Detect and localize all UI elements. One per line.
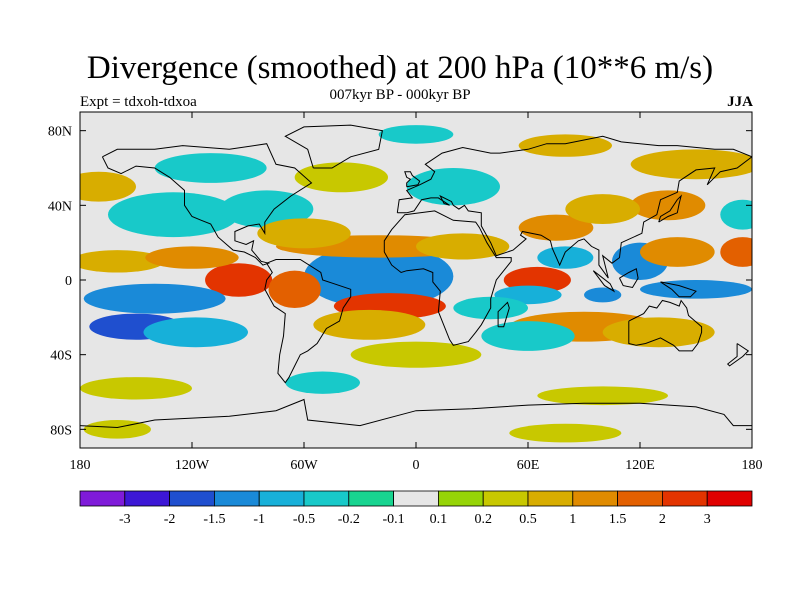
colorbar-label-8: 0.2 <box>474 512 492 527</box>
x-tick-label-1: 120W <box>175 458 210 473</box>
plot-subtitle: 007kyr BP - 000kyr BP <box>329 87 471 103</box>
coastline-south-america <box>264 259 352 384</box>
season-label: JJA <box>727 94 753 110</box>
coastline-borneo <box>619 268 639 289</box>
colorbar-swatch-14 <box>706 490 753 507</box>
colorbar-label-13: 3 <box>704 512 711 527</box>
colorbar-swatch-7 <box>393 490 439 507</box>
anomaly-region-30 <box>565 194 641 224</box>
colorbar-label-1: -2 <box>164 512 176 527</box>
colorbar-swatch-10 <box>527 490 574 507</box>
anomaly-region-1 <box>304 244 454 308</box>
plot-title: Divergence (smoothed) at 200 hPa (10**6 … <box>86 50 714 86</box>
colorbar-swatch-0 <box>79 490 126 507</box>
experiment-label: Expt = tdxoh-tdxoa <box>80 94 197 110</box>
x-tick-label-2: 60W <box>290 458 318 473</box>
anomaly-region-43 <box>83 420 151 439</box>
anomaly-region-7 <box>83 283 226 314</box>
anomaly-region-29 <box>630 190 706 221</box>
colorbar-label-2: -1.5 <box>203 512 225 527</box>
anomaly-region-6 <box>268 270 321 309</box>
anomaly-region-28 <box>640 237 715 267</box>
coastlines <box>80 124 752 429</box>
coastline-australia <box>628 299 703 352</box>
colorbar-swatch-11 <box>572 490 618 507</box>
coastline-eurasia <box>396 135 752 279</box>
y-tick-label-2: 0 <box>65 274 72 289</box>
anomaly-region-38 <box>720 199 752 230</box>
colorbar-swatch-3 <box>213 490 260 507</box>
colorbar: -3 -2 -1.5 -1 -0.5 -0.2 -0.1 0.1 0.2 0.5 1 1.5 2 3 <box>79 490 753 527</box>
coastline-africa <box>383 210 512 346</box>
anomaly-region-40 <box>285 371 360 394</box>
anomaly-region-5 <box>205 263 273 297</box>
anomaly-region-27 <box>584 287 622 303</box>
coastline-japan <box>658 194 683 223</box>
anomaly-region-42 <box>378 125 454 144</box>
x-tick-label-5: 120E <box>625 458 655 473</box>
y-tick-label-4: 80S <box>50 423 72 438</box>
anomaly-region-39 <box>80 377 192 400</box>
x-tick-label-4: 60E <box>517 458 540 473</box>
colorbar-label-6: -0.1 <box>383 512 405 527</box>
x-tick-label-3: 0 <box>413 458 420 473</box>
anomaly-region-12 <box>107 192 239 238</box>
colorbar-swatch-4 <box>258 490 305 507</box>
colorbar-label-9: 0.5 <box>519 512 537 527</box>
anomaly-region-15 <box>80 171 136 202</box>
colorbar-label-12: 2 <box>659 512 666 527</box>
coastline-new-guinea <box>660 281 697 298</box>
x-tick-label-6: 180 <box>742 458 763 473</box>
colorbar-swatch-5 <box>303 490 350 507</box>
coastline-madagascar <box>497 301 510 328</box>
anomaly-region-34 <box>481 321 575 351</box>
anomaly-region-44 <box>509 423 622 443</box>
anomaly-region-18 <box>406 168 501 206</box>
anomaly-region-17 <box>294 162 389 193</box>
coastline-north-america <box>101 143 313 266</box>
y-tick-label-3: 40S <box>50 349 72 364</box>
anomaly-region-35 <box>350 341 482 368</box>
anomaly-region-9 <box>143 317 248 348</box>
anomaly-region-10 <box>80 250 164 273</box>
anomaly-region-13 <box>219 190 314 228</box>
coastline-greenland <box>284 124 383 169</box>
anomaly-region-26 <box>640 280 752 299</box>
anomaly-region-33 <box>602 317 715 348</box>
x-tick-label-0: 180 <box>70 458 91 473</box>
map-axes: 180 120W 60W 0 60E 120E 180 80N 40N 0 40S 80S <box>48 112 763 473</box>
colorbar-label-10: 1 <box>569 512 576 527</box>
coastline-great-britain <box>404 171 421 188</box>
colorbar-label-5: -0.2 <box>338 512 360 527</box>
anomaly-region-11 <box>145 246 239 269</box>
colorbar-label-7: 0.1 <box>430 512 448 527</box>
anomaly-region-14 <box>257 218 351 249</box>
anomaly-region-3 <box>313 309 426 340</box>
colorbar-label-11: 1.5 <box>609 512 627 527</box>
anomaly-region-37 <box>518 134 612 157</box>
coastline-new-zealand <box>726 343 750 367</box>
colorbar-label-4: -0.5 <box>293 512 315 527</box>
y-tick-label-1: 40N <box>48 199 72 214</box>
y-tick-label-0: 80N <box>48 125 72 140</box>
colorbar-label-3: -1 <box>253 512 265 527</box>
anomaly-region-31 <box>720 237 752 267</box>
anomaly-region-16 <box>154 153 267 183</box>
colorbar-swatch-2 <box>169 490 215 507</box>
anomaly-region-23 <box>537 246 594 269</box>
coastline-antarctica <box>80 398 752 429</box>
colorbar-swatch-8 <box>437 490 484 507</box>
colorbar-swatch-6 <box>348 490 394 507</box>
colorbar-swatch-13 <box>662 490 708 507</box>
colorbar-swatch-1 <box>124 490 171 507</box>
coastline-sumatra <box>592 270 616 293</box>
anomaly-region-41 <box>537 386 669 406</box>
colorbar-swatch-9 <box>482 490 529 507</box>
anomaly-field <box>80 125 752 443</box>
colorbar-swatch-12 <box>617 490 663 507</box>
colorbar-label-0: -3 <box>119 512 131 527</box>
